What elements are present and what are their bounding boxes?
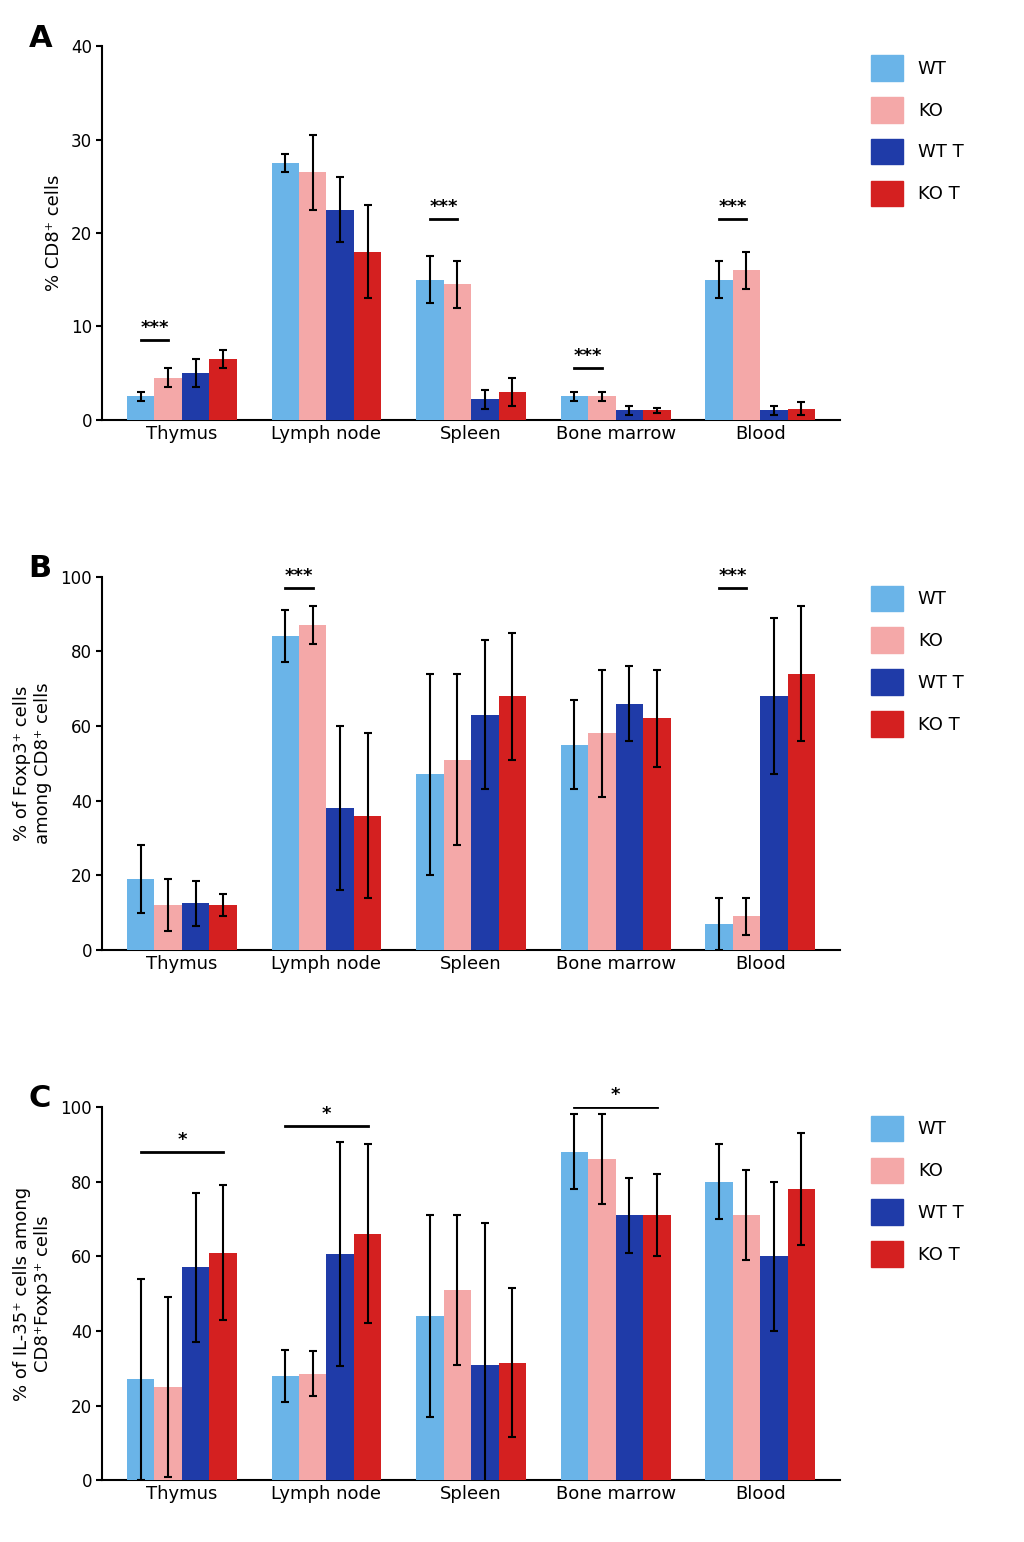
Y-axis label: % CD8⁺ cells: % CD8⁺ cells — [44, 174, 62, 291]
Text: ***: *** — [573, 347, 602, 365]
Text: A: A — [29, 23, 52, 52]
Bar — [499, 695, 526, 950]
Bar — [471, 715, 499, 950]
Bar — [706, 1181, 733, 1480]
Text: *: * — [177, 1130, 186, 1149]
Bar — [155, 1386, 182, 1480]
Bar — [127, 879, 155, 950]
Bar — [209, 905, 237, 950]
Bar — [588, 1160, 615, 1480]
Bar — [787, 674, 815, 950]
Bar — [127, 1380, 155, 1480]
Bar — [471, 399, 499, 419]
Text: *: * — [611, 1086, 621, 1104]
Bar — [561, 1152, 588, 1480]
Legend: WT, KO, WT T, KO T: WT, KO, WT T, KO T — [870, 56, 964, 207]
Bar — [354, 1234, 381, 1480]
Bar — [499, 392, 526, 419]
Bar — [127, 396, 155, 419]
Y-axis label: % of Foxp3⁺ cells
among CD8⁺ cells: % of Foxp3⁺ cells among CD8⁺ cells — [13, 683, 52, 843]
Bar — [760, 410, 787, 419]
Bar — [155, 378, 182, 419]
Bar — [733, 1215, 760, 1480]
Bar — [760, 1257, 787, 1480]
Bar — [155, 905, 182, 950]
Bar — [643, 719, 671, 950]
Bar — [327, 210, 354, 419]
Y-axis label: % of IL-35⁺ cells among
CD8⁺Foxp3⁺ cells: % of IL-35⁺ cells among CD8⁺Foxp3⁺ cells — [13, 1186, 52, 1400]
Bar — [760, 695, 787, 950]
Text: ***: *** — [429, 197, 458, 216]
Bar — [299, 625, 327, 950]
Bar — [443, 1289, 471, 1480]
Bar — [588, 396, 615, 419]
Bar — [327, 808, 354, 950]
Bar — [787, 409, 815, 419]
Bar — [209, 1252, 237, 1480]
Bar — [615, 1215, 643, 1480]
Bar — [416, 1315, 443, 1480]
Text: C: C — [29, 1084, 51, 1113]
Bar — [416, 279, 443, 419]
Bar — [354, 816, 381, 950]
Text: ***: *** — [719, 567, 746, 584]
Bar — [182, 904, 209, 950]
Bar — [615, 410, 643, 419]
Bar — [787, 1189, 815, 1480]
Bar — [443, 760, 471, 950]
Text: *: * — [322, 1104, 331, 1123]
Bar — [271, 163, 299, 419]
Bar — [706, 924, 733, 950]
Bar — [615, 703, 643, 950]
Bar — [182, 373, 209, 419]
Bar — [416, 774, 443, 950]
Text: ***: *** — [140, 319, 169, 338]
Legend: WT, KO, WT T, KO T: WT, KO, WT T, KO T — [870, 586, 964, 737]
Legend: WT, KO, WT T, KO T: WT, KO, WT T, KO T — [870, 1116, 964, 1268]
Bar — [299, 1374, 327, 1480]
Bar — [271, 637, 299, 950]
Bar — [327, 1254, 354, 1480]
Bar — [471, 1365, 499, 1480]
Bar — [733, 916, 760, 950]
Bar — [499, 1363, 526, 1480]
Bar — [561, 745, 588, 950]
Bar — [182, 1268, 209, 1480]
Bar — [643, 1215, 671, 1480]
Text: ***: *** — [285, 567, 313, 584]
Bar — [299, 173, 327, 419]
Bar — [354, 251, 381, 419]
Text: B: B — [29, 554, 52, 583]
Bar — [271, 1375, 299, 1480]
Text: ***: *** — [719, 197, 746, 216]
Bar — [209, 359, 237, 419]
Bar — [588, 734, 615, 950]
Bar — [733, 270, 760, 419]
Bar — [561, 396, 588, 419]
Bar — [443, 284, 471, 419]
Bar — [706, 279, 733, 419]
Bar — [643, 410, 671, 419]
